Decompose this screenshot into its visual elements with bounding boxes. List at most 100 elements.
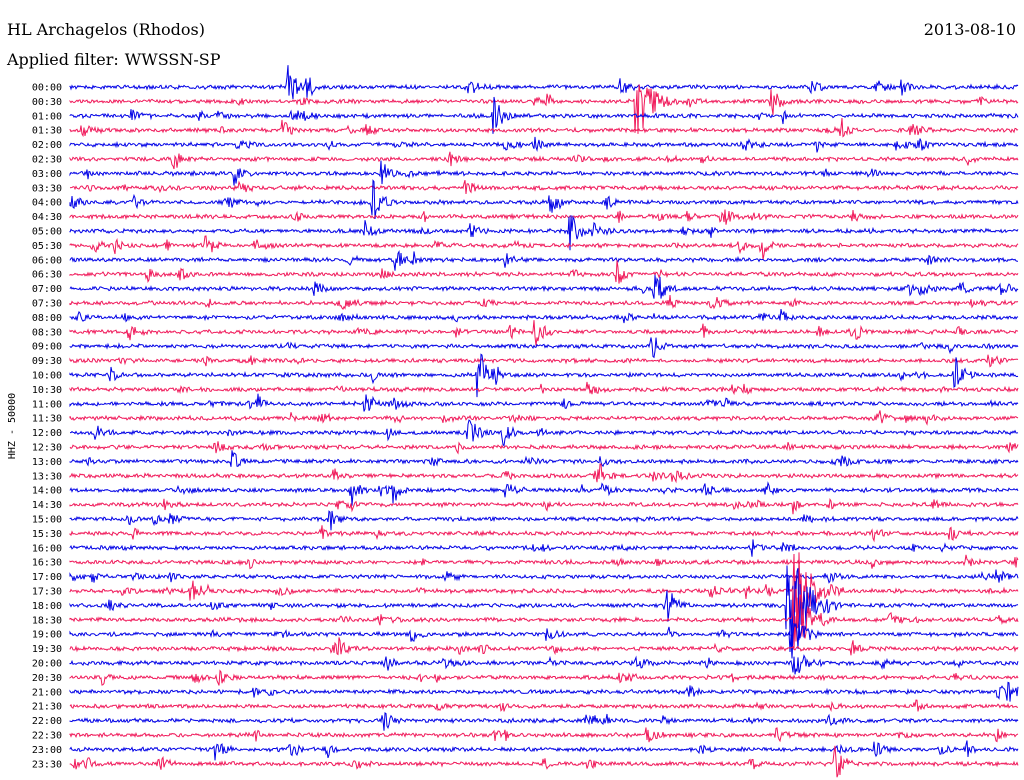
trace-line [69, 215, 1019, 251]
row-time-label: 17:30 [32, 587, 62, 598]
trace-line [69, 250, 1018, 271]
trace-line [69, 554, 1019, 570]
trace-line [69, 179, 1019, 220]
row-time-label: 04:00 [32, 198, 62, 209]
trace-line [69, 552, 1019, 630]
trace-line [70, 419, 1019, 447]
trace-line [69, 745, 1019, 778]
trace-line [69, 441, 1019, 455]
row-time-label: 17:00 [32, 572, 62, 583]
trace-line [69, 353, 1019, 398]
row-time-label: 05:00 [32, 227, 62, 238]
trace-line [69, 712, 1019, 731]
row-time-label: 14:30 [32, 500, 62, 511]
trace-line [69, 151, 1019, 170]
row-time-label: 18:30 [32, 615, 62, 626]
row-time-label: 11:00 [32, 399, 62, 410]
time-label-layer: 00:00 00:30 01:00 01:30 02:00 02:30 03:00 03:30… [32, 83, 62, 771]
trace-line [69, 525, 1019, 543]
row-time-label: 08:30 [32, 327, 62, 338]
trace-line [69, 498, 1019, 515]
row-time-label: 12:30 [32, 443, 62, 454]
row-time-label: 09:30 [32, 356, 62, 367]
trace-line [69, 65, 1019, 100]
row-time-label: 01:00 [32, 111, 62, 122]
row-time-label: 07:00 [32, 284, 62, 295]
row-time-label: 14:00 [32, 486, 62, 497]
trace-line [69, 96, 1019, 134]
row-time-label: 19:30 [32, 644, 62, 655]
row-time-label: 02:30 [32, 155, 62, 166]
trace-line [69, 179, 1019, 195]
trace-line [69, 410, 1019, 426]
row-time-label: 22:30 [32, 731, 62, 742]
row-time-label: 01:30 [32, 126, 62, 137]
trace-layer [69, 65, 1019, 778]
row-time-label: 02:00 [32, 140, 62, 151]
trace-line [69, 463, 1019, 484]
row-time-label: 15:00 [32, 515, 62, 526]
trace-line [69, 136, 1019, 153]
trace-line [69, 84, 1019, 134]
trace-line [69, 209, 1019, 225]
trace-line [69, 727, 1019, 743]
row-time-label: 12:00 [32, 428, 62, 439]
trace-line [69, 699, 1018, 712]
trace-line [69, 539, 1019, 557]
trace-line [69, 669, 1019, 686]
filter-label: Applied filter: [7, 50, 119, 69]
trace-line [69, 295, 1019, 311]
row-time-label: 06:30 [32, 270, 62, 281]
trace-line [69, 589, 1019, 650]
filter-value: WWSSN-SP [124, 50, 221, 69]
row-time-label: 18:00 [32, 601, 62, 612]
channel-label: HHZ - 50000 [7, 393, 18, 459]
trace-date: 2013-08-10 [923, 20, 1016, 39]
row-time-label: 16:00 [32, 543, 62, 554]
trace-line [69, 160, 1019, 186]
row-time-label: 03:30 [32, 183, 62, 194]
row-time-label: 08:00 [32, 313, 62, 324]
station-title: HL Archagelos (Rhodos) [7, 20, 205, 39]
row-time-label: 10:30 [32, 385, 62, 396]
row-time-label: 06:00 [32, 255, 62, 266]
row-time-label: 03:00 [32, 169, 62, 180]
trace-line [69, 450, 1019, 468]
trace-line [69, 393, 1019, 412]
trace-line [69, 654, 1019, 675]
row-time-label: 23:00 [32, 745, 62, 756]
trace-line [69, 565, 1019, 659]
row-time-label: 23:30 [32, 759, 62, 770]
row-time-label: 00:30 [32, 97, 62, 108]
trace-line [69, 274, 1019, 299]
trace-line [69, 309, 1019, 324]
trace-line [69, 740, 1019, 761]
row-time-label: 21:00 [32, 687, 62, 698]
row-time-label: 13:00 [32, 457, 62, 468]
row-time-label: 05:30 [32, 241, 62, 252]
trace-line [69, 622, 1019, 659]
trace-line [69, 354, 1019, 368]
row-time-label: 19:00 [32, 630, 62, 641]
trace-line [69, 320, 1019, 346]
row-time-label: 10:00 [32, 371, 62, 382]
row-time-label: 00:00 [32, 83, 62, 94]
row-time-label: 13:30 [32, 471, 62, 482]
trace-line [69, 637, 1019, 656]
trace-line [69, 381, 1019, 396]
trace-line [69, 569, 1019, 584]
row-time-label: 07:30 [32, 299, 62, 310]
row-time-label: 09:00 [32, 342, 62, 353]
trace-line [69, 260, 1019, 284]
trace-line [69, 118, 1019, 138]
trace-line [69, 510, 1019, 531]
row-time-label: 16:30 [32, 558, 62, 569]
trace-line [69, 681, 1019, 702]
row-time-label: 22:00 [32, 716, 62, 727]
trace-line [69, 235, 1019, 260]
filter-line: Applied filter: WWSSN-SP [7, 51, 220, 69]
row-time-label: 15:30 [32, 529, 62, 540]
trace-line [69, 481, 1019, 506]
trace-line [69, 337, 1019, 359]
